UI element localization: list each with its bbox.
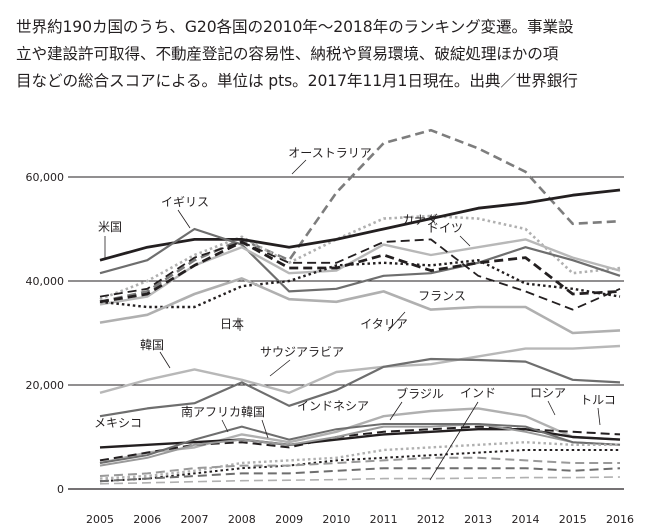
leader-line: [261, 419, 269, 439]
chart-caption: 世界約190カ国のうち、G20各国の2010年～2018年のランキング変遷。事業…: [16, 14, 656, 95]
x-tick-label: 2011: [370, 513, 398, 526]
series-label: イギリス: [161, 195, 209, 209]
series-line: [99, 476, 621, 485]
series-label: 米国: [98, 220, 122, 234]
series-label: インド: [460, 386, 496, 400]
y-tick-label: 60,000: [26, 171, 65, 184]
leader-line: [547, 400, 556, 416]
series-label: ロシア: [530, 386, 566, 400]
leader-line: [269, 359, 291, 377]
x-tick-label: 2016: [606, 513, 634, 526]
series-line: [99, 407, 621, 465]
caption-line: 目などの総合スコアによる。単位は pts。2017年11月1日現在。出典／世界銀…: [16, 72, 578, 90]
series-label: 韓国: [140, 338, 164, 352]
grid-lines: [68, 176, 624, 490]
leader-line: [177, 209, 191, 229]
series-line: [99, 128, 621, 304]
series-label: ブラジル: [396, 386, 444, 401]
series-line: [99, 423, 621, 467]
leader-line: [387, 311, 406, 332]
leader-line: [459, 235, 471, 247]
series-label: ドイツ: [427, 221, 463, 235]
leader-line: [221, 419, 229, 433]
x-tick-label: 2012: [417, 513, 445, 526]
y-tick-label: 40,000: [26, 275, 65, 288]
series-label: 韓国: [241, 405, 265, 419]
leader-line: [291, 159, 307, 175]
x-axis: 2005 2006 2007 2008 2009 2010 2011 2012 2013 2014…: [86, 513, 634, 526]
leader-line: [597, 407, 601, 426]
y-axis: 0 20,000 40,000 60,000: [26, 171, 65, 496]
series-line: [99, 277, 621, 335]
series-line: [99, 449, 620, 483]
x-tick-label: 2014: [511, 513, 539, 526]
caption-line: 世界約190カ国のうち、G20各国の2010年～2018年のランキング変遷。事業…: [16, 18, 574, 36]
series-label: イタリア: [360, 317, 408, 331]
x-tick-label: 2015: [559, 513, 587, 526]
y-tick-label: 0: [57, 483, 64, 496]
series-label: 南アフリカ: [181, 404, 241, 419]
series-line: [99, 238, 621, 306]
x-tick-label: 2009: [275, 513, 303, 526]
caption-line: 立や建設許可取得、不動産登記の容易性、納税や貿易環境、破綻処理ほかの項: [16, 45, 559, 63]
series-line: [99, 259, 621, 309]
series-line: [99, 423, 621, 464]
x-tick-label: 2010: [322, 513, 350, 526]
series-line: [99, 441, 620, 480]
series-label: インドネシア: [297, 399, 369, 413]
x-tick-label: 2005: [86, 513, 114, 526]
series-label: 日本: [220, 317, 244, 331]
x-tick-label: 2007: [181, 513, 209, 526]
label-leaders: [104, 159, 601, 481]
series-line: [99, 357, 621, 418]
series-label: フランス: [418, 289, 466, 303]
series-label: カナダ: [402, 212, 438, 227]
series-line: [99, 214, 621, 301]
series-line: [99, 456, 620, 477]
series-line: [99, 238, 621, 311]
leader-line: [429, 401, 479, 481]
series-label: オーストラリア: [288, 146, 371, 160]
x-tick-label: 2006: [133, 513, 161, 526]
series-line: [99, 227, 621, 293]
leader-line: [159, 351, 171, 369]
series-label: トルコ: [580, 393, 616, 407]
x-tick-label: 2013: [464, 513, 492, 526]
series-label: メキシコ: [94, 416, 142, 430]
y-tick-label: 20,000: [26, 379, 65, 392]
x-tick-label: 2008: [228, 513, 256, 526]
series-line: [99, 467, 621, 483]
series-line: [99, 344, 621, 394]
series-label: サウジアラビア: [260, 345, 344, 359]
series-line: [99, 188, 621, 262]
leader-line: [389, 401, 403, 421]
series-line: [99, 240, 621, 304]
series-lines: [99, 128, 621, 485]
